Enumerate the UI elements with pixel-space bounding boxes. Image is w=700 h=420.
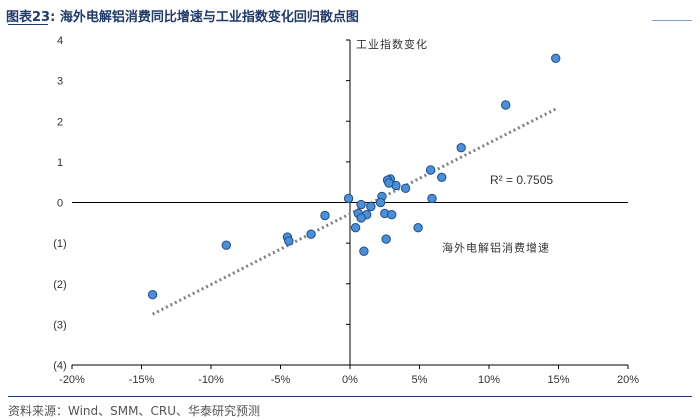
data-point	[357, 214, 365, 222]
data-point	[344, 194, 352, 202]
x-tick-label: 0%	[342, 374, 358, 386]
data-point	[414, 223, 422, 231]
x-tick-label: 10%	[478, 374, 500, 386]
data-point	[360, 247, 368, 255]
data-point	[401, 184, 409, 192]
y-tick-label: (4)	[53, 360, 66, 372]
data-point	[501, 101, 509, 109]
data-point	[376, 198, 384, 206]
data-point	[307, 230, 315, 238]
x-tick-label: 5%	[412, 374, 428, 386]
x-axis-title: 海外电解铝消费增速	[442, 240, 550, 254]
data-point	[367, 202, 375, 210]
y-tick-label: (3)	[53, 319, 66, 331]
y-tick-label: 2	[57, 116, 63, 128]
data-point	[457, 143, 465, 151]
x-tick-label: 15%	[547, 374, 569, 386]
y-tick-label: 4	[57, 35, 63, 47]
y-tick-label: (1)	[53, 238, 66, 250]
data-point	[321, 211, 329, 219]
data-point	[428, 194, 436, 202]
data-point	[552, 54, 560, 62]
data-point	[426, 166, 434, 174]
y-tick-label: 0	[57, 198, 63, 210]
x-tick-label: -10%	[198, 374, 224, 386]
source-note: 资料来源：Wind、SMM、CRU、华泰研究预测	[8, 402, 260, 419]
x-tick-label: 20%	[617, 374, 639, 386]
footer: 资料来源：Wind、SMM、CRU、华泰研究预测	[0, 396, 700, 420]
r-squared-label: R² = 0.7505	[490, 173, 553, 187]
data-point	[222, 241, 230, 249]
data-point	[357, 200, 365, 208]
axes	[72, 40, 628, 369]
x-tick-label: -15%	[129, 374, 155, 386]
scatter-chart: -20% -15% -10% -5% 0% 5% 10% 15% 20% 4 3 2 1 0 (1) (2) (…	[0, 0, 700, 420]
footer-rule	[8, 396, 692, 397]
y-tick-label: 1	[57, 157, 63, 169]
y-tick-label: 3	[57, 76, 63, 88]
x-tick-label: -20%	[59, 374, 85, 386]
data-point	[385, 179, 393, 187]
data-point	[351, 223, 359, 231]
data-point	[148, 291, 156, 299]
x-tick-label: -5%	[271, 374, 291, 386]
data-point	[438, 173, 446, 181]
y-tick-label: (2)	[53, 279, 66, 291]
labels-group: -20% -15% -10% -5% 0% 5% 10% 15% 20% 4 3 2 1 0 (1) (2) (…	[53, 35, 639, 386]
data-point	[382, 235, 390, 243]
y-axis-title: 工业指数变化	[356, 37, 428, 51]
data-point	[285, 237, 293, 245]
data-point	[388, 210, 396, 218]
